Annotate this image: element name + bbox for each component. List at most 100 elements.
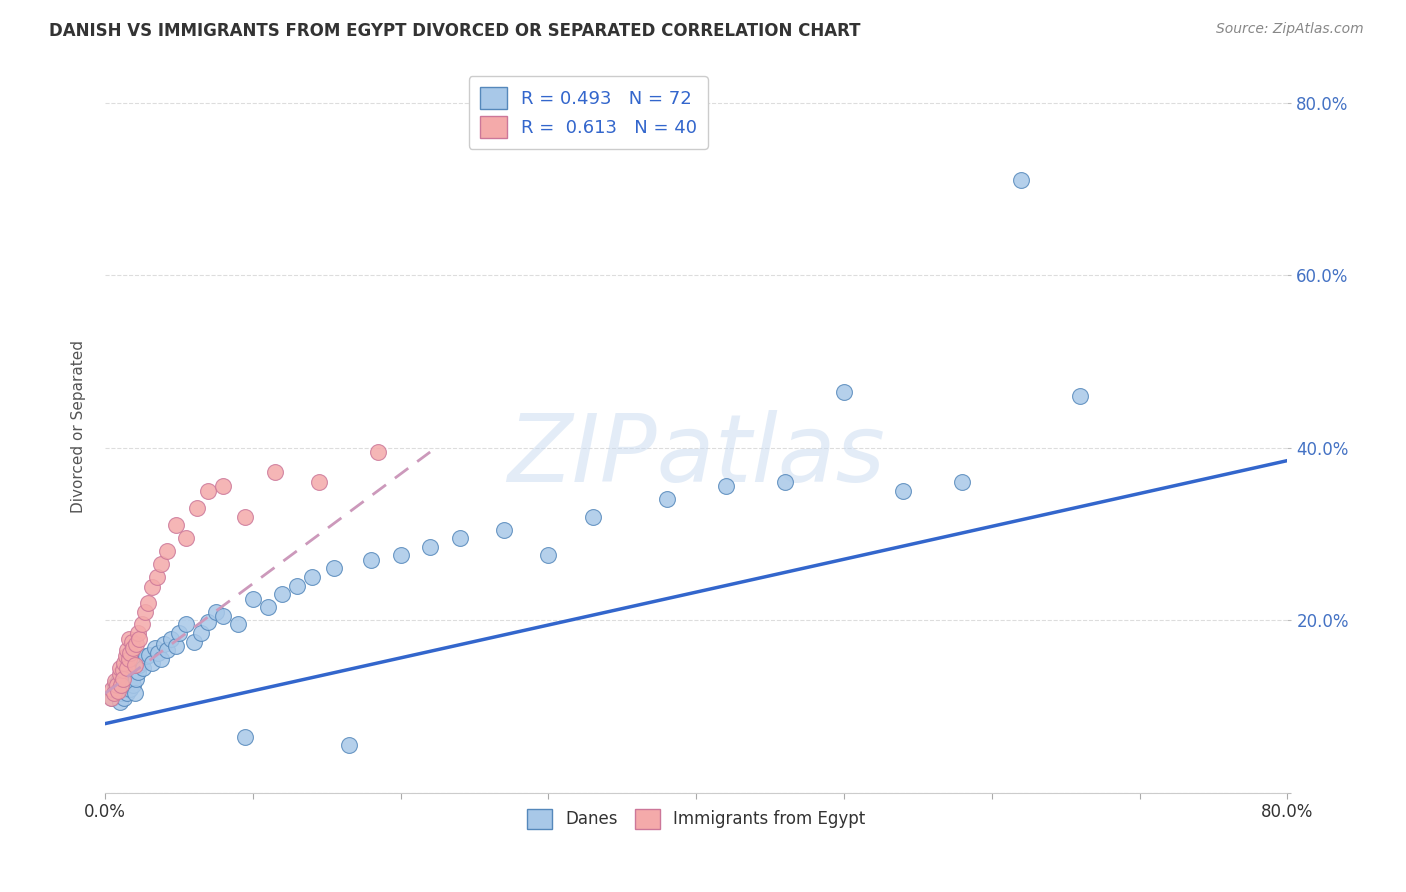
Point [115,686,138,700]
Point [120,666,142,681]
Point [773,475,796,490]
Point [105,686,128,700]
Point [110,669,132,683]
Point [235,509,257,524]
Point [117,675,139,690]
Point [264,465,287,479]
Point [138,648,160,662]
Point [143,640,166,655]
Point [111,672,134,686]
Point [891,483,914,498]
Point [107,684,129,698]
Point [367,445,389,459]
Point [124,658,146,673]
Point [114,682,136,697]
Point [183,634,205,648]
Point [125,652,148,666]
Point [100,690,122,705]
Point [1010,173,1032,187]
Point [112,673,135,688]
Point [114,649,136,664]
Point [114,660,136,674]
Point [537,549,560,563]
Point [492,523,515,537]
Point [156,643,179,657]
Point [150,652,173,666]
Point [832,384,855,399]
Point [121,672,143,686]
Point [1069,389,1091,403]
Point [212,608,235,623]
Point [165,639,187,653]
Point [141,581,163,595]
Point [449,531,471,545]
Point [115,643,138,657]
Point [582,509,605,524]
Point [125,637,148,651]
Point [419,540,441,554]
Text: Source: ZipAtlas.com: Source: ZipAtlas.com [1216,22,1364,37]
Point [714,479,737,493]
Point [256,600,278,615]
Point [110,678,132,692]
Point [120,682,142,697]
Point [167,626,190,640]
Point [285,579,308,593]
Point [301,570,323,584]
Point [117,632,139,647]
Point [271,587,294,601]
Text: DANISH VS IMMIGRANTS FROM EGYPT DIVORCED OR SEPARATED CORRELATION CHART: DANISH VS IMMIGRANTS FROM EGYPT DIVORCED… [49,22,860,40]
Point [205,605,228,619]
Point [120,646,142,660]
Point [136,596,159,610]
Point [148,646,170,660]
Point [308,475,330,490]
Point [104,678,127,692]
Point [150,557,173,571]
Point [103,686,125,700]
Point [197,615,219,629]
Point [323,561,346,575]
Point [111,663,134,677]
Point [125,672,148,686]
Point [186,501,208,516]
Point [105,678,128,692]
Point [108,666,131,681]
Point [156,544,179,558]
Point [153,637,176,651]
Point [107,673,129,688]
Point [242,591,264,606]
Point [127,665,149,679]
Legend: Danes, Immigrants from Egypt: Danes, Immigrants from Egypt [520,802,872,836]
Point [131,617,153,632]
Point [115,669,138,683]
Point [108,695,131,709]
Point [101,682,124,697]
Point [950,475,973,490]
Point [117,652,139,666]
Y-axis label: Divorced or Separated: Divorced or Separated [72,340,86,513]
Point [360,553,382,567]
Point [122,640,145,655]
Point [131,655,153,669]
Point [104,673,127,688]
Point [132,660,155,674]
Point [128,658,150,673]
Point [226,617,249,632]
Point [101,690,124,705]
Point [197,483,219,498]
Point [141,657,163,671]
Point [145,570,167,584]
Point [112,690,135,705]
Point [122,678,145,692]
Point [111,678,134,692]
Point [160,632,183,647]
Point [174,531,197,545]
Point [124,663,146,677]
Point [135,649,157,664]
Point [115,660,138,674]
Point [112,657,135,671]
Point [108,660,131,674]
Point [121,634,143,648]
Point [165,518,187,533]
